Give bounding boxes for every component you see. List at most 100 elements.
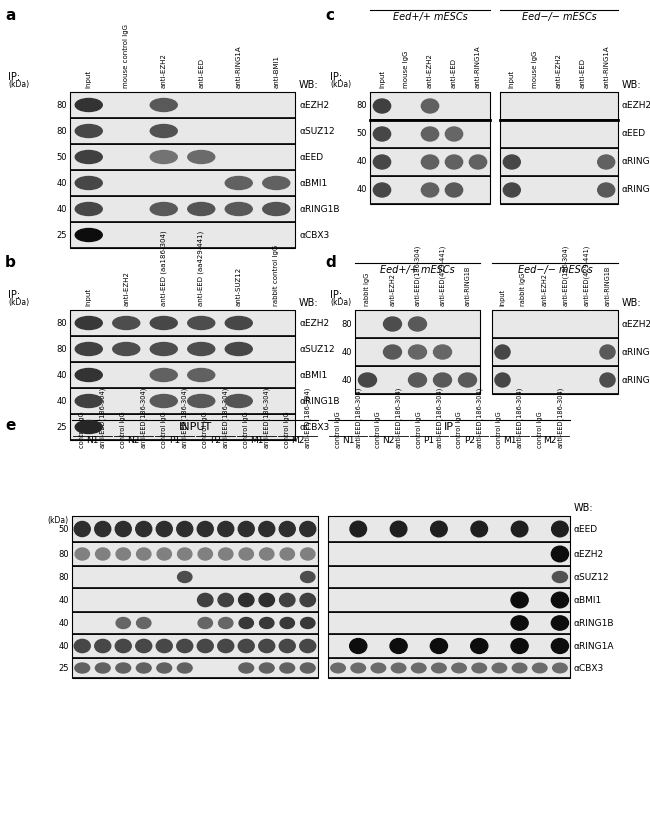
Text: αEZH2: αEZH2 [299, 318, 329, 328]
Ellipse shape [150, 343, 177, 355]
Ellipse shape [511, 616, 528, 630]
Ellipse shape [150, 125, 177, 137]
Ellipse shape [280, 663, 294, 673]
Ellipse shape [421, 183, 439, 197]
Ellipse shape [384, 317, 402, 331]
Text: c: c [325, 8, 334, 23]
Ellipse shape [156, 521, 172, 536]
Text: αRING1A: αRING1A [574, 642, 614, 650]
Bar [328, 516, 570, 678]
Ellipse shape [197, 639, 213, 653]
Text: anti-EZH2: anti-EZH2 [427, 53, 433, 88]
Ellipse shape [390, 521, 407, 537]
Ellipse shape [112, 317, 140, 329]
Text: anti-EED(186-304): anti-EED(186-304) [516, 386, 523, 448]
Text: control IgG: control IgG [537, 411, 543, 448]
Bar [500, 176, 618, 203]
Ellipse shape [116, 663, 131, 673]
Ellipse shape [469, 155, 487, 169]
Ellipse shape [75, 317, 102, 329]
Text: anti-EED(429-441): anti-EED(429-441) [583, 245, 590, 306]
Ellipse shape [300, 572, 315, 582]
Text: (kDa): (kDa) [8, 298, 29, 307]
Ellipse shape [197, 521, 213, 536]
Ellipse shape [390, 639, 407, 654]
Text: αEZH2: αEZH2 [299, 101, 329, 110]
Text: d: d [325, 255, 336, 270]
Ellipse shape [157, 663, 172, 673]
Ellipse shape [551, 639, 569, 654]
Ellipse shape [75, 663, 90, 673]
Ellipse shape [177, 639, 193, 653]
Ellipse shape [259, 618, 274, 628]
Ellipse shape [74, 521, 90, 536]
Ellipse shape [512, 663, 527, 673]
Text: b: b [5, 255, 16, 270]
Text: IP:: IP: [330, 72, 342, 82]
Ellipse shape [263, 203, 290, 215]
Ellipse shape [177, 572, 192, 582]
Ellipse shape [150, 203, 177, 215]
Text: 80: 80 [356, 101, 367, 111]
Text: anti-EED(186-304): anti-EED(186-304) [222, 386, 229, 448]
Text: αRING1B: αRING1B [622, 185, 650, 194]
Text: Input: Input [509, 70, 515, 88]
Bar [370, 92, 490, 119]
Ellipse shape [552, 572, 567, 582]
Text: N1: N1 [86, 436, 99, 445]
Bar [370, 148, 490, 175]
Ellipse shape [136, 521, 151, 536]
Text: control IgG: control IgG [120, 411, 126, 448]
Ellipse shape [300, 663, 315, 673]
Text: anti-EED(186-304): anti-EED(186-304) [355, 386, 361, 448]
Ellipse shape [177, 663, 192, 673]
Bar [70, 336, 295, 361]
Text: anti-EED(186-304): anti-EED(186-304) [304, 386, 311, 448]
Text: anti-RING1A: anti-RING1A [475, 45, 481, 88]
Text: control IgG: control IgG [416, 411, 422, 448]
Ellipse shape [300, 639, 316, 653]
Ellipse shape [136, 663, 151, 673]
Bar [500, 148, 618, 175]
Text: rabbit control IgG: rabbit control IgG [273, 245, 280, 306]
Text: anti-EZH2: anti-EZH2 [161, 53, 167, 88]
Ellipse shape [198, 548, 213, 560]
Ellipse shape [75, 343, 102, 355]
Ellipse shape [239, 639, 254, 653]
Ellipse shape [188, 203, 215, 215]
Ellipse shape [96, 663, 110, 673]
Bar [355, 310, 480, 337]
Ellipse shape [150, 151, 177, 163]
Text: anti-EED(186-304): anti-EED(186-304) [476, 386, 482, 448]
Ellipse shape [373, 155, 391, 169]
Text: WB:: WB: [299, 80, 318, 90]
Text: N2: N2 [127, 436, 140, 445]
Ellipse shape [259, 663, 274, 673]
Text: P1: P1 [423, 436, 434, 445]
Ellipse shape [280, 593, 295, 607]
Text: WB:: WB: [622, 80, 642, 90]
Ellipse shape [226, 343, 252, 355]
Text: IP:: IP: [8, 290, 20, 300]
Ellipse shape [218, 593, 233, 607]
Text: mouse IgG: mouse IgG [532, 50, 538, 88]
Text: anti-EZH2: anti-EZH2 [124, 272, 129, 306]
Ellipse shape [116, 618, 131, 628]
Text: P2: P2 [463, 436, 474, 445]
Bar [370, 120, 490, 147]
Bar [70, 170, 295, 195]
Text: M2: M2 [543, 436, 556, 445]
Bar [70, 196, 295, 221]
Text: αEZH2: αEZH2 [622, 319, 650, 328]
Text: 80: 80 [341, 319, 352, 328]
Text: (kDa): (kDa) [330, 80, 351, 89]
Text: anti-EED(186-304): anti-EED(186-304) [263, 386, 270, 448]
Text: 40: 40 [341, 375, 352, 385]
Ellipse shape [75, 177, 102, 189]
Ellipse shape [408, 373, 426, 387]
Ellipse shape [156, 639, 172, 653]
Text: 50: 50 [356, 130, 367, 138]
Text: (kDa): (kDa) [47, 516, 68, 525]
Bar [370, 92, 490, 204]
Ellipse shape [371, 663, 385, 673]
